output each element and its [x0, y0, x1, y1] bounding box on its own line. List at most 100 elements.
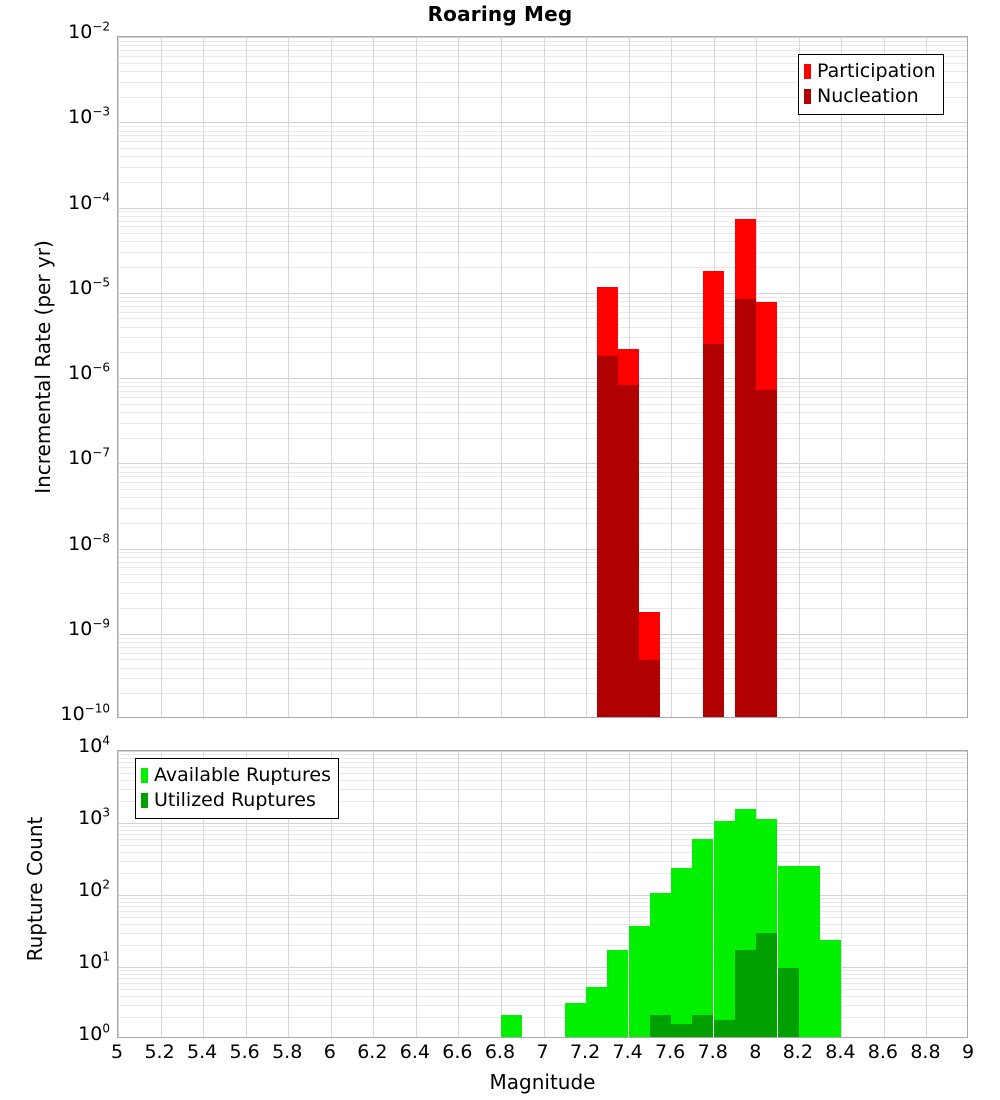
bar-group [650, 751, 671, 1037]
bar-available-ruptures [650, 893, 671, 1037]
gridline-minor [118, 970, 967, 971]
bar-utilized-ruptures [650, 1015, 671, 1037]
x-tick-6.4: 6.4 [399, 1041, 430, 1063]
gridline-minor [118, 82, 967, 83]
y-tick-bottom-101: 101 [78, 949, 110, 973]
legend-rate-item-row[interactable]: Participation [804, 59, 936, 84]
gridline-minor [118, 989, 967, 990]
y-axis-title-top: Incremental Rate (per yr) [31, 240, 55, 494]
gridline-vertical [458, 37, 459, 717]
gridline-minor [118, 489, 967, 490]
gridline-minor [118, 861, 967, 862]
gridline-minor [118, 762, 967, 763]
gridline-minor [118, 839, 967, 840]
gridline-minor [118, 472, 967, 473]
bar-group [607, 751, 628, 1037]
x-tick-5.6: 5.6 [229, 1041, 260, 1063]
bar-group [735, 37, 756, 717]
bar-available-ruptures [501, 1015, 522, 1037]
gridline-minor [118, 642, 967, 643]
x-tick-8.4: 8.4 [825, 1041, 856, 1063]
gridline-minor [118, 267, 967, 268]
gridline-minor [118, 221, 967, 222]
gridline-vertical [118, 751, 119, 1037]
gridline-minor [118, 352, 967, 353]
gridline-minor [118, 1005, 967, 1006]
gridline-vertical [926, 751, 927, 1037]
gridline-minor [118, 56, 967, 57]
bar-available-ruptures [586, 987, 607, 1037]
bar-utilized-ruptures [692, 1015, 713, 1037]
x-tick-8: 8 [749, 1041, 762, 1063]
gridline-minor [118, 476, 967, 477]
bar-group [597, 37, 618, 717]
gridline-minor [118, 297, 967, 298]
gridline-vertical [161, 37, 162, 717]
bar-nucleation [756, 390, 777, 717]
bar-available-ruptures [692, 839, 713, 1037]
gridline-minor [118, 898, 967, 899]
x-tick-8.8: 8.8 [910, 1041, 941, 1063]
gridline-minor [118, 148, 967, 149]
bar-nucleation [639, 660, 660, 717]
gridline-minor [118, 873, 967, 874]
gridline-minor [118, 653, 967, 654]
legend-rate: Participation Nucleation [798, 54, 944, 115]
gridline-major [118, 122, 967, 123]
gridline-major [118, 823, 967, 824]
bar-group [692, 751, 713, 1037]
gridline-minor [118, 902, 967, 903]
x-tick-5.2: 5.2 [144, 1041, 175, 1063]
gridline-minor [118, 397, 967, 398]
gridline-minor [118, 758, 967, 759]
y-tick-bottom-102: 102 [78, 877, 110, 901]
gridline-minor [118, 933, 967, 934]
gridline-minor [118, 773, 967, 774]
bar-nucleation [703, 344, 724, 717]
gridline-minor [118, 167, 967, 168]
gridline-minor [118, 412, 967, 413]
gridline-minor [118, 574, 967, 575]
gridline-minor [118, 382, 967, 383]
gridline-vertical [629, 751, 630, 1037]
gridline-minor [118, 327, 967, 328]
legend-swatch-icon [141, 793, 148, 808]
legend-label: Nucleation [817, 85, 919, 107]
gridline-minor [118, 945, 967, 946]
gridline-minor [118, 906, 967, 907]
x-tick-6.6: 6.6 [442, 1041, 473, 1063]
bar-group [756, 37, 777, 717]
gridline-vertical [926, 37, 927, 717]
gridline-major [118, 895, 967, 896]
x-tick-5: 5 [110, 1041, 124, 1063]
y-tick-top-10-2: 10−2 [68, 19, 110, 43]
y-tick-top-10-3: 10−3 [68, 104, 110, 129]
gridline-minor [118, 71, 967, 72]
legend-count-item-row[interactable]: Utilized Ruptures [141, 788, 331, 813]
bar-group [735, 751, 756, 1037]
gridline-vertical [246, 751, 247, 1037]
gridline-minor [118, 156, 967, 157]
legend-count-item-row[interactable]: Available Ruptures [141, 763, 331, 788]
gridline-minor [118, 693, 967, 694]
gridline-vertical [671, 37, 672, 717]
legend-rate-item-row[interactable]: Nucleation [804, 84, 936, 109]
x-tick-7: 7 [536, 1041, 549, 1063]
bar-available-ruptures [629, 926, 650, 1037]
gridline-vertical [331, 751, 332, 1037]
x-tick-7.4: 7.4 [612, 1041, 643, 1063]
y-tick-top-10-9: 10−9 [68, 616, 110, 640]
gridline-minor [118, 557, 967, 558]
gridline-minor [118, 318, 967, 319]
y-tick-top-10-4: 10−4 [68, 190, 110, 214]
gridline-minor [118, 647, 967, 648]
y-tick-top-10-6: 10−6 [68, 360, 110, 384]
gridline-minor [118, 216, 967, 217]
gridline-minor [118, 301, 967, 302]
gridline-minor [118, 131, 967, 132]
gridline-minor [118, 508, 967, 509]
gridline-minor [118, 423, 967, 424]
grid-bottom [118, 751, 967, 1037]
bar-group [618, 37, 639, 717]
gridline-vertical [458, 751, 459, 1037]
